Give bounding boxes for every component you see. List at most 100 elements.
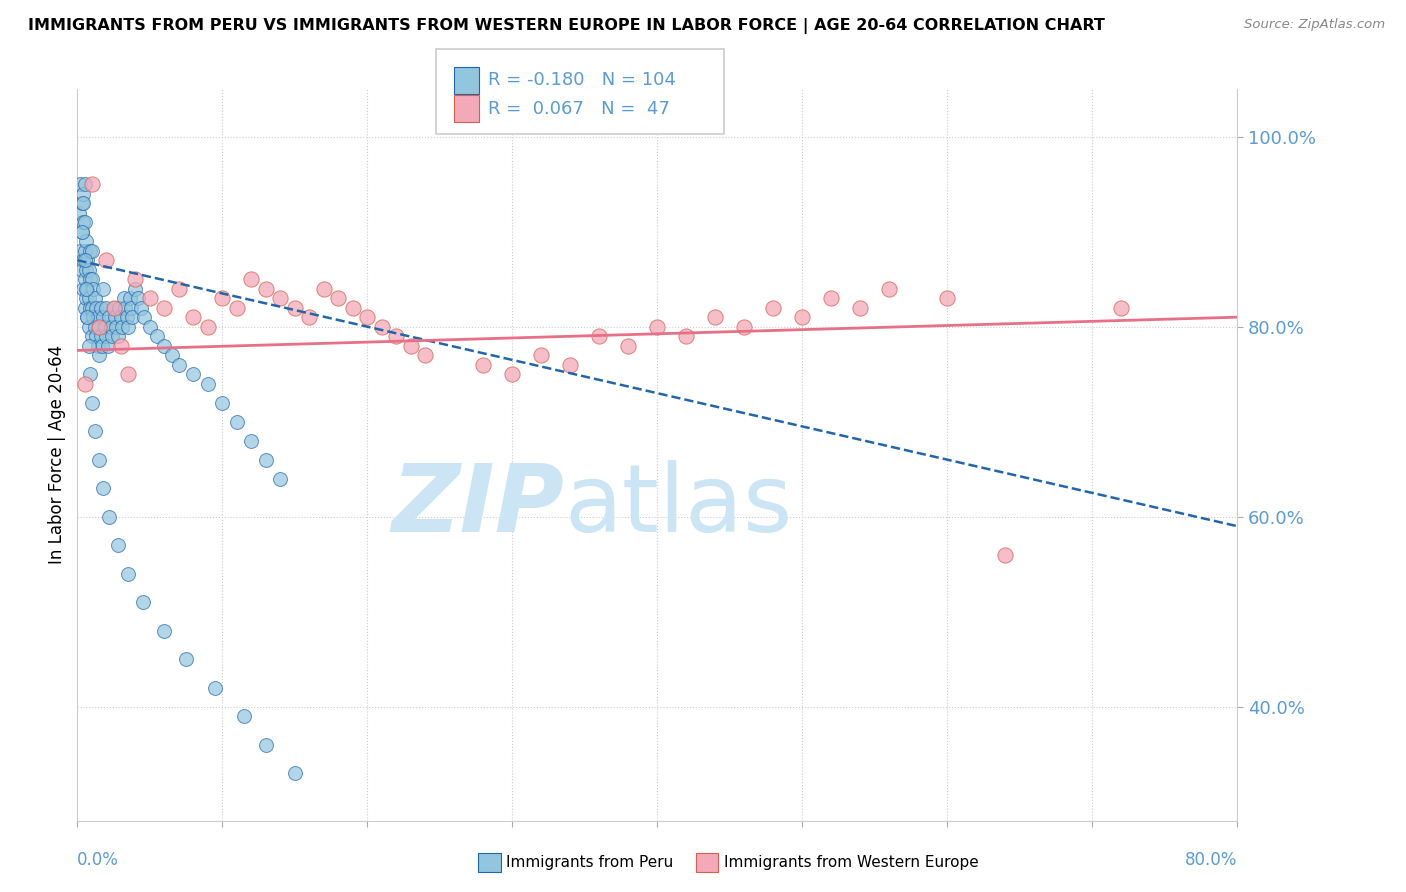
- Point: [107, 538, 129, 552]
- Point: [160, 348, 183, 362]
- Point: [69, 244, 91, 258]
- Point: [124, 272, 146, 286]
- Point: [86, 310, 108, 325]
- Y-axis label: In Labor Force | Age 20-64: In Labor Force | Age 20-64: [48, 345, 66, 565]
- Point: [114, 301, 136, 315]
- Text: 0.0%: 0.0%: [77, 851, 120, 869]
- Point: [117, 367, 139, 381]
- Point: [77, 339, 100, 353]
- Point: [97, 339, 120, 353]
- Point: [704, 310, 727, 325]
- Point: [104, 310, 127, 325]
- Point: [560, 358, 582, 372]
- Point: [225, 301, 247, 315]
- Text: R = -0.180   N = 104: R = -0.180 N = 104: [488, 71, 676, 89]
- Point: [108, 301, 131, 315]
- Point: [73, 272, 96, 286]
- Point: [820, 291, 842, 305]
- Point: [413, 348, 436, 362]
- Point: [110, 339, 132, 353]
- Text: 80.0%: 80.0%: [1185, 851, 1237, 869]
- Point: [385, 329, 408, 343]
- Point: [211, 291, 233, 305]
- Point: [79, 272, 101, 286]
- Point: [733, 319, 755, 334]
- Point: [233, 709, 256, 723]
- Point: [647, 319, 669, 334]
- Point: [530, 348, 553, 362]
- Point: [204, 681, 226, 695]
- Point: [183, 367, 205, 381]
- Point: [70, 225, 93, 239]
- Point: [111, 319, 134, 334]
- Point: [80, 395, 103, 409]
- Point: [1168, 823, 1191, 838]
- Point: [72, 282, 94, 296]
- Point: [269, 472, 291, 486]
- Point: [67, 205, 90, 219]
- Point: [96, 253, 118, 268]
- Point: [197, 376, 219, 391]
- Point: [105, 319, 128, 334]
- Point: [79, 367, 101, 381]
- Point: [269, 291, 291, 305]
- Point: [84, 329, 107, 343]
- Point: [70, 225, 93, 239]
- Point: [87, 319, 110, 334]
- Point: [77, 262, 100, 277]
- Text: Source: ZipAtlas.com: Source: ZipAtlas.com: [1244, 18, 1385, 31]
- Point: [936, 291, 959, 305]
- Point: [877, 282, 901, 296]
- Point: [98, 310, 121, 325]
- Point: [1111, 301, 1133, 315]
- Point: [197, 319, 219, 334]
- Point: [254, 282, 277, 296]
- Text: R =  0.067   N =  47: R = 0.067 N = 47: [488, 100, 669, 118]
- Point: [132, 310, 155, 325]
- Point: [399, 339, 422, 353]
- Point: [107, 329, 129, 343]
- Point: [96, 329, 118, 343]
- Point: [94, 319, 117, 334]
- Point: [87, 319, 110, 334]
- Point: [131, 595, 153, 609]
- Point: [86, 339, 108, 353]
- Point: [472, 358, 495, 372]
- Text: Immigrants from Peru: Immigrants from Peru: [506, 855, 673, 870]
- Text: IMMIGRANTS FROM PERU VS IMMIGRANTS FROM WESTERN EUROPE IN LABOR FORCE | AGE 20-6: IMMIGRANTS FROM PERU VS IMMIGRANTS FROM …: [28, 18, 1105, 34]
- Point: [83, 424, 105, 438]
- Point: [371, 319, 394, 334]
- Point: [77, 319, 100, 334]
- Point: [588, 329, 610, 343]
- Point: [115, 310, 138, 325]
- Point: [76, 253, 98, 268]
- Point: [849, 301, 872, 315]
- Point: [93, 282, 115, 296]
- Point: [225, 415, 247, 429]
- Point: [139, 319, 162, 334]
- Point: [76, 310, 98, 325]
- Point: [675, 329, 697, 343]
- Point: [994, 548, 1017, 562]
- Point: [70, 262, 93, 277]
- Point: [146, 329, 169, 343]
- Point: [80, 272, 103, 286]
- Point: [356, 310, 378, 325]
- Text: atlas: atlas: [565, 460, 793, 552]
- Point: [100, 319, 122, 334]
- Point: [72, 253, 94, 268]
- Point: [75, 282, 97, 296]
- Point: [87, 452, 110, 467]
- Point: [80, 329, 103, 343]
- Point: [91, 339, 114, 353]
- Point: [83, 319, 105, 334]
- Point: [124, 282, 146, 296]
- Point: [90, 301, 111, 315]
- Point: [174, 652, 197, 666]
- Point: [72, 215, 94, 229]
- Point: [118, 291, 141, 305]
- Point: [117, 319, 139, 334]
- Point: [117, 566, 139, 581]
- Point: [120, 301, 142, 315]
- Point: [617, 339, 640, 353]
